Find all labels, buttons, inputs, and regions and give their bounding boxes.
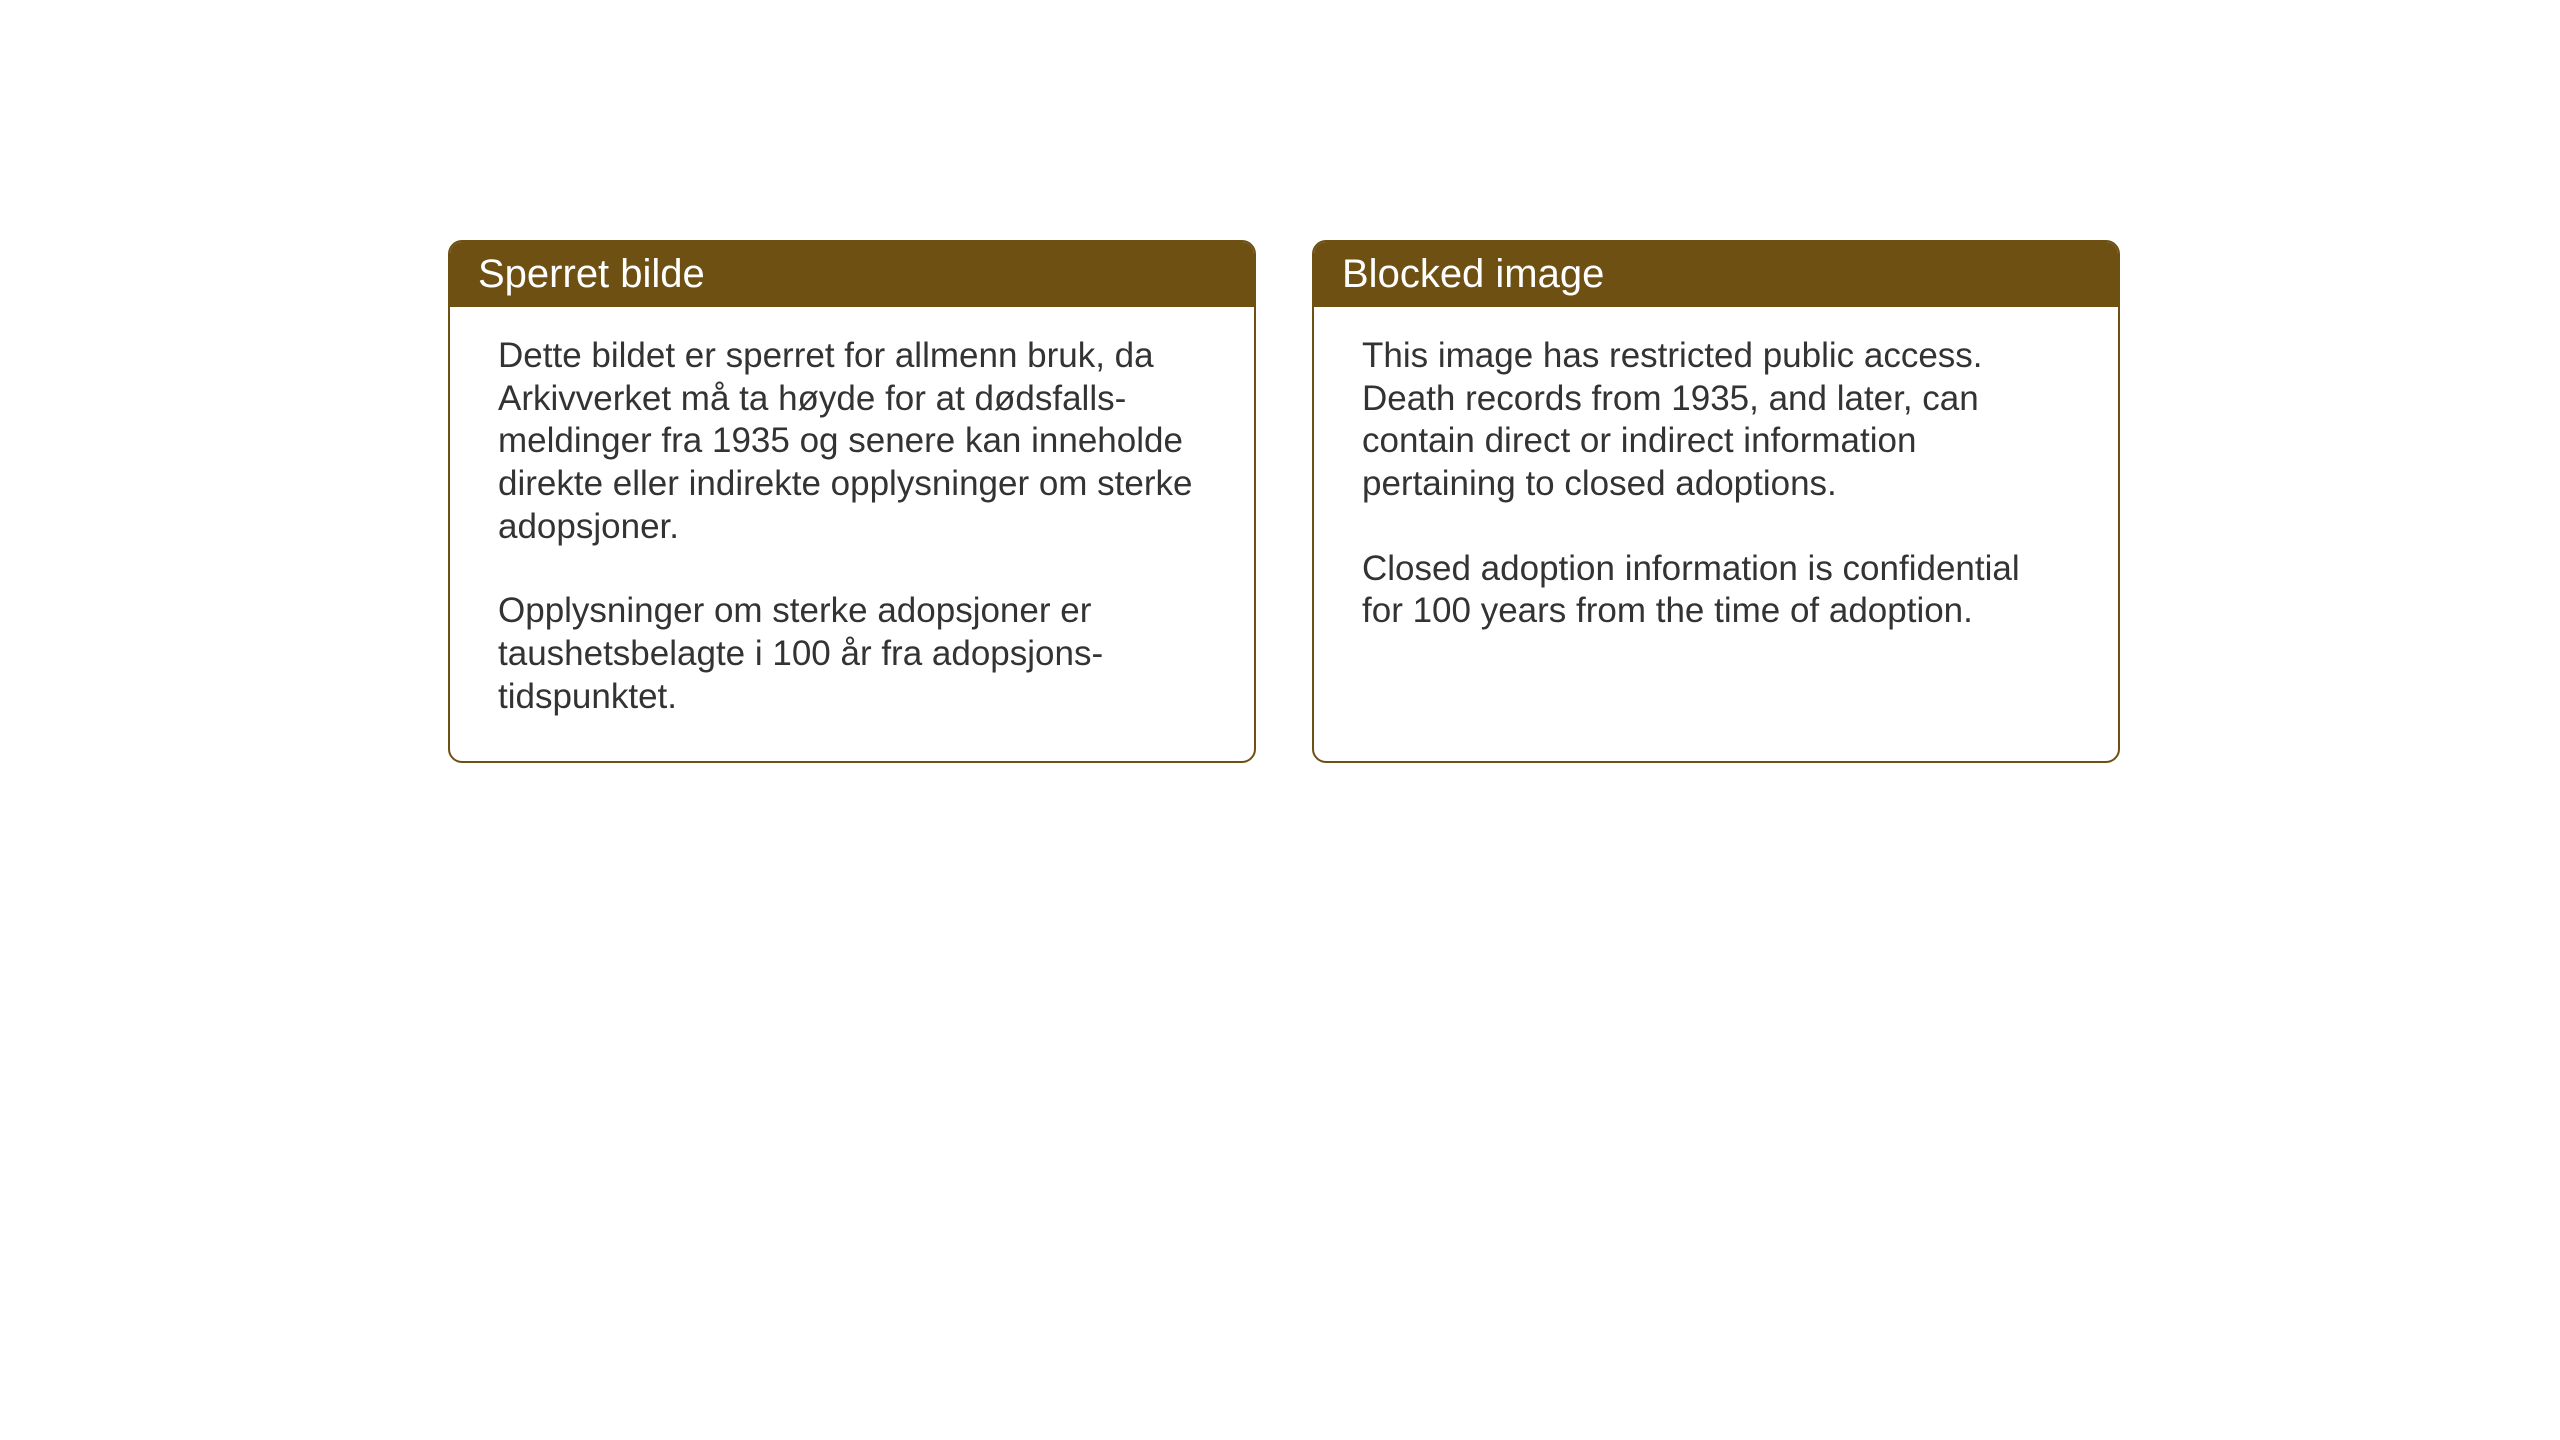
notice-card-norwegian: Sperret bilde Dette bildet er sperret fo… <box>448 240 1256 763</box>
card-paragraph: This image has restricted public access.… <box>1362 335 2070 506</box>
card-header: Blocked image <box>1314 242 2118 307</box>
card-header: Sperret bilde <box>450 242 1254 307</box>
card-paragraph: Closed adoption information is confident… <box>1362 548 2070 633</box>
notice-container: Sperret bilde Dette bildet er sperret fo… <box>448 240 2120 763</box>
notice-card-english: Blocked image This image has restricted … <box>1312 240 2120 763</box>
card-title: Sperret bilde <box>478 252 705 296</box>
card-body: This image has restricted public access.… <box>1314 307 2118 675</box>
card-title: Blocked image <box>1342 252 1604 296</box>
card-paragraph: Dette bildet er sperret for allmenn bruk… <box>498 335 1206 548</box>
card-body: Dette bildet er sperret for allmenn bruk… <box>450 307 1254 761</box>
card-paragraph: Opplysninger om sterke adopsjoner er tau… <box>498 590 1206 718</box>
